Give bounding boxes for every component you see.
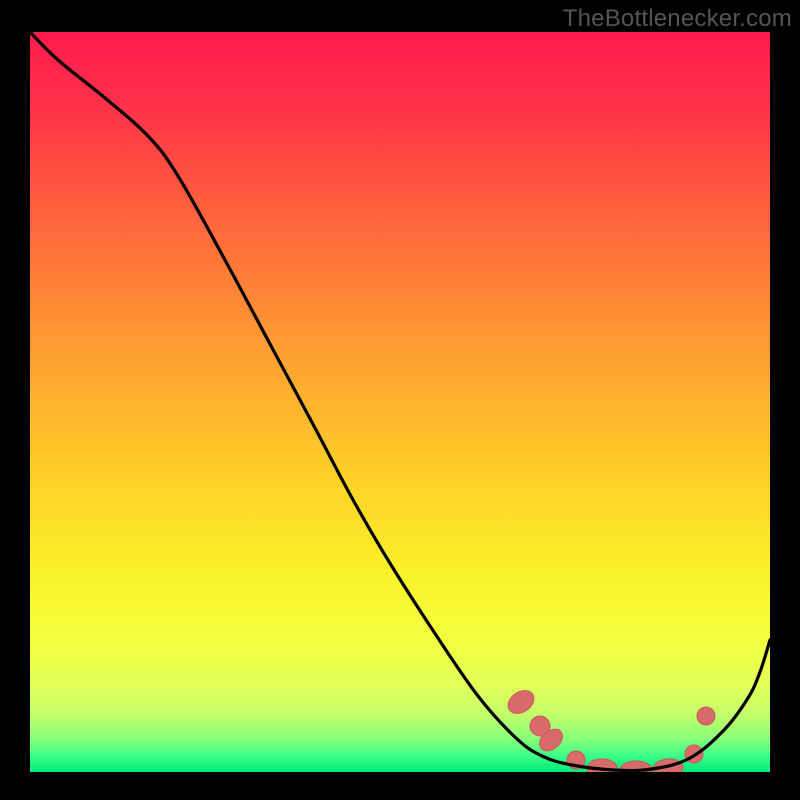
plot-gradient-area	[30, 32, 770, 772]
curve-marker	[697, 707, 715, 725]
bottleneck-chart	[0, 0, 800, 800]
attribution-label: TheBottlenecker.com	[563, 5, 792, 33]
